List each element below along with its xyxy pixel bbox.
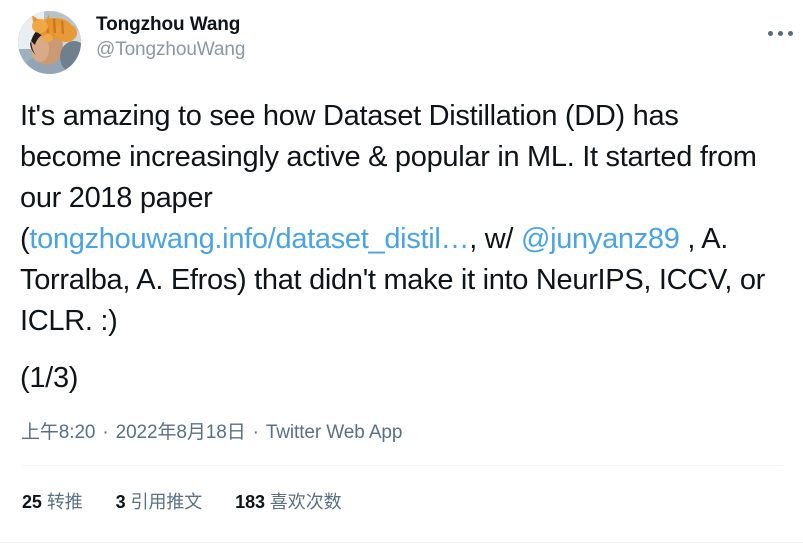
tweet-timestamp-row: 上午8:20 · 2022年8月18日 · Twitter Web App (21, 421, 402, 445)
more-options-button[interactable] (761, 14, 799, 52)
tweet-mention[interactable]: @junyanz89 (520, 223, 680, 255)
author-handle[interactable]: @TongzhouWang (96, 39, 246, 60)
more-dot-3 (787, 30, 793, 36)
stat-count: 183 (235, 492, 265, 512)
more-dot-1 (767, 30, 773, 36)
avatar-image (18, 11, 81, 74)
meta-separator-1: · (102, 422, 109, 443)
stat-count: 3 (115, 492, 126, 512)
avatar[interactable] (18, 11, 81, 74)
thread-marker: (1/3) (20, 362, 79, 394)
tweet-text-segment: It's amazing to see how Dataset Distilla… (20, 100, 757, 255)
author-identity: Tongzhou Wang @TongzhouWang (96, 11, 245, 63)
author-display-name[interactable]: Tongzhou Wang (96, 14, 241, 35)
tweet-time: 上午8:20 (21, 422, 96, 443)
stat-item[interactable]: 3 引用推文 (116, 490, 203, 514)
tweet-date: 2022年8月18日 (115, 422, 246, 443)
stat-label: 引用推文 (130, 492, 203, 512)
stat-item[interactable]: 25 转推 (22, 490, 83, 514)
tweet-stats-row: 25 转推 3 引用推文 183 喜欢次数 (22, 490, 342, 514)
tweet-text-segment: , w/ (469, 223, 521, 255)
stat-count: 25 (22, 492, 42, 512)
tweet-source: Twitter Web App (265, 422, 403, 443)
tweet-link[interactable]: tongzhouwang.info/dataset_distil… (29, 223, 470, 255)
tweet-text: It's amazing to see how Dataset Distilla… (20, 96, 773, 342)
stat-item[interactable]: 183 喜欢次数 (235, 490, 341, 514)
tweet-header: Tongzhou Wang @TongzhouWang (18, 11, 785, 77)
meta-separator-2: · (252, 422, 259, 443)
more-dot-2 (777, 30, 783, 36)
stats-divider (22, 465, 783, 466)
stat-label: 喜欢次数 (269, 492, 342, 512)
stat-label: 转推 (46, 492, 83, 512)
tweet-text-segment: , A. Torralba, A. Efros) that didn't mak… (20, 223, 773, 337)
